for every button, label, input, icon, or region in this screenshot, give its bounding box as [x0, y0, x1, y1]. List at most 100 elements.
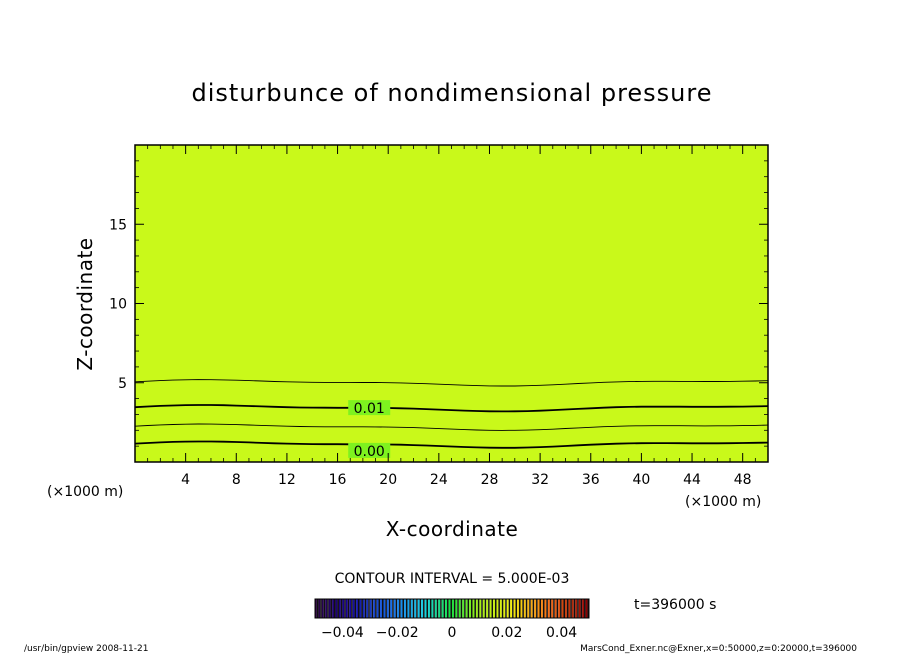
colorbar-cell [414, 599, 417, 618]
contour-label: 0.00 [354, 444, 385, 460]
colorbar-gap [508, 599, 511, 618]
contour-line [134, 423, 769, 431]
colorbar-cell [575, 599, 578, 618]
colorbar-cell [434, 599, 437, 618]
colorbar-gap [388, 599, 391, 618]
colorbar-gap [378, 599, 381, 618]
colorbar-cell [404, 599, 406, 618]
colorbar-gap [563, 599, 566, 618]
contour-labels: 0.01 0.00 [348, 400, 391, 460]
colorbar-gap [440, 599, 442, 618]
x-tick-label: 36 [582, 472, 600, 488]
colorbar-gap [371, 599, 374, 618]
colorbar-cell [565, 599, 567, 618]
colorbar-gap [518, 599, 521, 618]
y-tick-label: 15 [109, 217, 127, 233]
x-tick-label: 44 [683, 472, 701, 488]
contour-label-bg [348, 400, 391, 416]
colorbar-cell [417, 599, 420, 618]
colorbar-cell [472, 599, 475, 618]
colorbar-cell [431, 599, 434, 618]
x-tick-label: 40 [632, 472, 650, 488]
colorbar-cell [503, 599, 506, 618]
colorbar-cell [510, 599, 513, 618]
colorbar-gap [412, 599, 415, 618]
colorbar-cell [475, 599, 478, 618]
colorbar-cell [410, 599, 413, 618]
colorbar-cell [558, 599, 561, 618]
colorbar-gap [316, 599, 319, 618]
colorbar-cell [397, 599, 400, 618]
colorbar-gap [580, 599, 583, 618]
contour-label-bg [348, 442, 391, 458]
colorbar-gap [467, 599, 470, 618]
colorbar-gap [433, 599, 435, 618]
x-tick-label: 48 [734, 472, 752, 488]
contour-band [135, 145, 768, 462]
colorbar-cell [349, 599, 352, 618]
colorbar-cell [366, 599, 369, 618]
colorbar-cell [448, 599, 451, 618]
colorbar-cell [400, 599, 403, 618]
contour-line [134, 440, 769, 449]
colorbar-gap [347, 599, 350, 618]
colorbar-gap [395, 599, 398, 618]
colorbar-cell [318, 599, 321, 618]
colorbar-cell [455, 599, 458, 618]
colorbar-gap [553, 599, 555, 618]
colorbar-gap [320, 599, 322, 618]
colorbar-gap [584, 599, 586, 618]
colorbar-gap [501, 599, 504, 618]
colorbar-gap [536, 599, 538, 618]
colorbar-ticks: −0.04 −0.02 0 0.02 0.04 [321, 625, 577, 641]
colorbar-gap [570, 599, 572, 618]
y-axis-label: Z-coordinate [73, 237, 97, 370]
colorbar-gap [344, 599, 346, 618]
colorbar-cell [465, 599, 468, 618]
colorbar-gap [426, 599, 429, 618]
colorbar-gap [477, 599, 480, 618]
colorbar-cell [523, 599, 526, 618]
colorbar-cell [571, 599, 574, 618]
colorbar-cell [554, 599, 557, 618]
contour-label: 0.01 [354, 401, 385, 417]
colorbar-frame [314, 598, 590, 619]
colorbar-cell [506, 599, 509, 618]
colorbar-cell [441, 599, 444, 618]
colorbar-gap [566, 599, 569, 618]
colorbar-gap [560, 599, 562, 618]
colorbar-cell [530, 599, 533, 618]
colorbar-cell [338, 599, 341, 618]
colorbar-cell [321, 599, 324, 618]
colorbar-cell [428, 599, 430, 618]
colorbar-gap [409, 599, 411, 618]
colorbar-gap [354, 599, 357, 618]
colorbar-gap [484, 599, 487, 618]
colorbar-cell [568, 599, 571, 618]
colorbar-gap [512, 599, 514, 618]
contour-lines [134, 379, 769, 449]
colorbar-tick-label: 0 [448, 625, 457, 641]
colorbar-gap [546, 599, 548, 618]
colorbar-cell [537, 599, 540, 618]
colorbar-cell [369, 599, 372, 618]
colorbar-tick-label: 0.04 [546, 625, 577, 641]
colorbar-cell [345, 599, 348, 618]
footer-left: /usr/bin/gpview 2008-11-21 [24, 644, 148, 654]
colorbar-cell [376, 599, 379, 618]
contour-line [134, 379, 769, 387]
colorbar-cell [332, 599, 335, 618]
colorbar-gap [488, 599, 490, 618]
colorbar-cell [362, 599, 365, 618]
x-unit-label-right: (×1000 m) [685, 494, 761, 510]
colorbar-cell [489, 599, 492, 618]
colorbar-gap [375, 599, 377, 618]
colorbar-gap [337, 599, 339, 618]
colorbar-cell [315, 599, 317, 618]
colorbar-gap [522, 599, 524, 618]
colorbar-cell [547, 599, 550, 618]
colorbar-gap [416, 599, 418, 618]
colorbar-gap [556, 599, 559, 618]
colorbar-cell [335, 599, 338, 618]
colorbar-cell [551, 599, 554, 618]
